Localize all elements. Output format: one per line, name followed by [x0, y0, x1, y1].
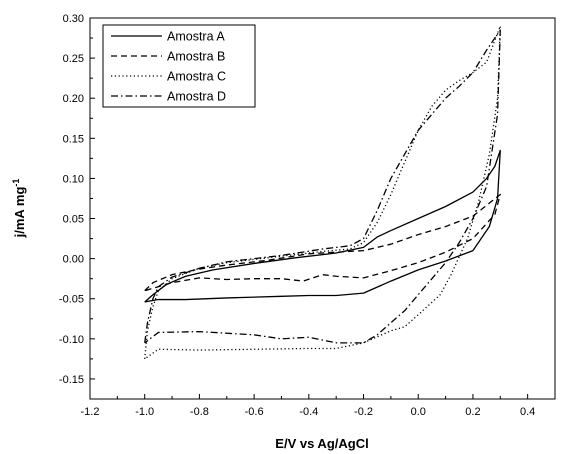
x-axis-title: E/V vs Ag/AgCl	[275, 436, 368, 451]
x-axis: -1.2 -1.0 -0.8 -0.6 -0.4 -0.2 0.0 0.2 0.4	[81, 394, 535, 418]
series-line-amostra-c	[144, 25, 501, 360]
x-tick-label: -1.0	[135, 406, 154, 418]
x-tick-label: -0.4	[299, 406, 318, 418]
x-tick-label: -0.6	[245, 406, 264, 418]
y-tick-label: 0.20	[63, 93, 84, 105]
y-axis-title-main: j/mA mg	[12, 187, 27, 239]
y-axis-title: j/mA mg-1	[11, 179, 27, 239]
legend-box	[102, 24, 256, 108]
legend-label: Amostra C	[167, 70, 226, 84]
series-line-amostra-b	[144, 193, 501, 292]
y-axis-title-superscript: -1	[11, 179, 21, 187]
legend: Amostra A Amostra B Amostra C Amostra D	[102, 24, 256, 108]
legend-items: Amostra A Amostra B Amostra C Amostra D	[111, 30, 226, 104]
y-tick-label: 0.15	[63, 133, 84, 145]
y-tick-label: 0.05	[63, 214, 84, 226]
legend-label: Amostra B	[167, 50, 225, 64]
y-tick-label: -0.10	[59, 334, 84, 346]
legend-label: Amostra A	[167, 30, 225, 44]
y-axis: -0.15 -0.10 -0.05 0.00 0.05 0.10 0.15 0.20 0.25 0…	[59, 13, 95, 386]
y-tick-label: 0.00	[63, 254, 84, 266]
x-tick-label: 0.4	[520, 406, 535, 418]
x-tick-label: 0.2	[465, 406, 480, 418]
y-tick-label: 0.10	[63, 173, 84, 185]
y-tick-label: 0.25	[63, 53, 84, 65]
plot-frame	[89, 17, 556, 400]
y-tick-label: 0.30	[63, 13, 84, 25]
legend-label: Amostra D	[167, 90, 226, 104]
x-tick-label: -0.8	[190, 406, 209, 418]
x-tick-label: 0.0	[411, 406, 426, 418]
x-tick-label: -1.2	[81, 406, 100, 418]
y-tick-label: -0.05	[59, 294, 84, 306]
series-layer	[144, 25, 501, 360]
x-tick-label: -0.2	[354, 406, 373, 418]
series-line-amostra-d	[144, 29, 501, 344]
y-tick-label: -0.15	[59, 374, 84, 386]
series-line-amostra-a	[144, 149, 501, 303]
